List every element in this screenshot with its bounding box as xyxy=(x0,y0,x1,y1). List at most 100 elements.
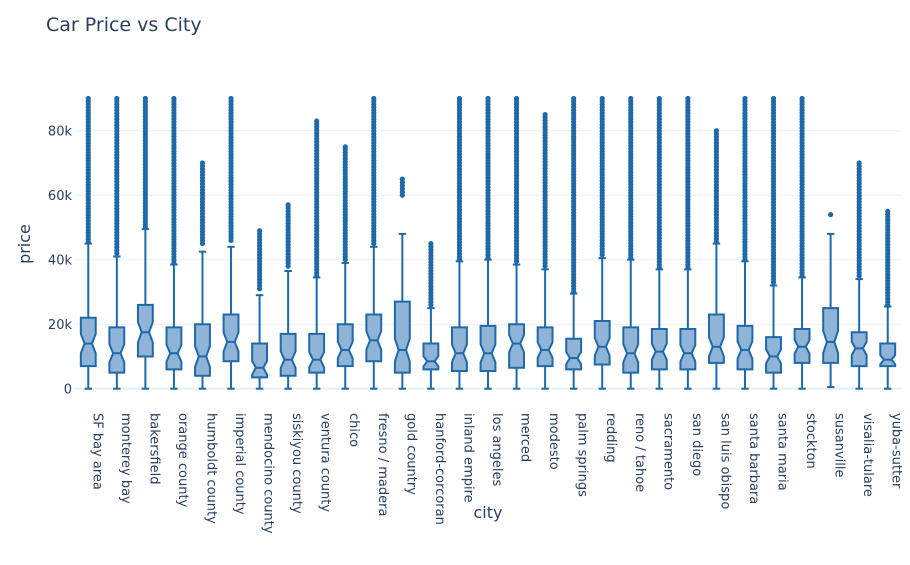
box-mendocino-county xyxy=(251,228,269,390)
outlier-points xyxy=(456,95,463,263)
box-imperial-county xyxy=(222,95,240,390)
outlier-point xyxy=(256,228,263,234)
outlier-points xyxy=(256,228,263,292)
outlier-point xyxy=(685,95,691,102)
x-tick-label: chico xyxy=(346,413,361,447)
box-body xyxy=(165,326,183,371)
chart-title: Car Price vs City xyxy=(46,14,202,36)
x-tick-label: susanville xyxy=(832,413,847,478)
outlier-point xyxy=(428,240,434,247)
box-santa-barbara xyxy=(736,95,754,390)
outlier-points xyxy=(856,160,862,279)
outlier-points xyxy=(628,95,634,261)
x-tick-label: mendocino county xyxy=(261,413,276,534)
box-body xyxy=(879,342,897,368)
outlier-point xyxy=(114,95,120,102)
outlier-point xyxy=(342,144,348,150)
outlier-point xyxy=(713,128,720,134)
outlier-points xyxy=(599,95,605,258)
box-body xyxy=(536,326,554,368)
box-monterey-bay xyxy=(108,95,126,390)
box-body xyxy=(765,336,782,374)
outlier-point xyxy=(571,95,577,102)
box-humboldt-county xyxy=(194,160,211,390)
box-body xyxy=(422,342,440,371)
x-tick-label: visalia-tulare xyxy=(860,413,875,497)
box-orange-county xyxy=(165,95,183,390)
box-sf-bay-area xyxy=(79,95,97,390)
x-tick-label: bakersfield xyxy=(146,413,161,484)
box-santa-maria xyxy=(765,95,782,390)
box-body xyxy=(508,323,525,369)
outlier-points xyxy=(713,128,720,245)
box-hanford-corcoran xyxy=(422,240,440,390)
x-tick-label: redding xyxy=(603,413,618,463)
box-fresno-madera xyxy=(365,95,383,390)
box-body xyxy=(279,332,297,377)
box-reno-tahoe xyxy=(622,95,640,390)
box-body xyxy=(565,337,583,371)
box-body xyxy=(222,313,240,363)
x-tick-label: gold country xyxy=(403,413,418,495)
outlier-points xyxy=(428,240,434,308)
y-tick-label: 20k xyxy=(48,318,73,333)
outlier-points xyxy=(142,95,148,231)
outlier-point xyxy=(799,95,805,102)
outlier-point xyxy=(314,118,320,124)
outlier-points xyxy=(799,95,805,279)
outlier-points xyxy=(571,95,577,295)
outlier-point xyxy=(742,95,748,102)
outlier-point xyxy=(542,111,548,118)
outlier-point xyxy=(171,95,177,102)
x-tick-label: SF bay area xyxy=(89,413,104,490)
outlier-points xyxy=(685,95,691,271)
outlier-points xyxy=(399,176,405,198)
box-yuba-sutter xyxy=(879,208,897,390)
x-tick-label: monterey bay xyxy=(118,413,133,504)
outlier-points xyxy=(114,95,120,256)
box-body xyxy=(451,326,468,372)
outlier-point xyxy=(885,208,891,214)
x-tick-label: santa barbara xyxy=(746,413,761,504)
x-tick-label: san diego xyxy=(689,413,704,476)
box-redding xyxy=(593,95,611,390)
box-modesto xyxy=(536,111,554,390)
x-tick-label: ventura county xyxy=(318,413,333,512)
box-body xyxy=(593,319,611,366)
outlier-point xyxy=(142,95,148,102)
outlier-point xyxy=(199,160,206,166)
box-body xyxy=(650,328,668,371)
outlier-points xyxy=(485,95,491,261)
box-body xyxy=(479,324,497,372)
box-body xyxy=(108,326,126,374)
box-body xyxy=(336,323,354,368)
x-tick-label: san luis obispo xyxy=(717,413,732,509)
box-los-angeles xyxy=(479,95,497,390)
box-body xyxy=(251,342,269,379)
box-body xyxy=(679,328,697,371)
outlier-points xyxy=(770,95,777,285)
box-body xyxy=(622,326,640,374)
box-merced xyxy=(508,95,525,390)
outlier-point xyxy=(285,202,291,208)
y-tick-label: 80k xyxy=(48,125,73,140)
outlier-points xyxy=(85,95,91,245)
x-tick-label: humboldt county xyxy=(203,413,218,524)
y-tick-label: 40k xyxy=(48,254,73,269)
box-gold-country xyxy=(393,176,411,390)
box-stockton xyxy=(793,95,811,390)
box-body xyxy=(194,323,211,377)
x-tick-label: siskiyou county xyxy=(289,413,304,514)
outlier-point xyxy=(628,95,634,102)
outlier-points xyxy=(342,144,348,263)
x-tick-label: modesto xyxy=(546,413,561,470)
outlier-points xyxy=(171,95,177,266)
box-chico xyxy=(336,144,354,390)
box-inland-empire xyxy=(451,95,468,390)
outlier-point xyxy=(485,95,491,102)
y-tick-label: 60k xyxy=(48,189,73,204)
box-visalia-tulare xyxy=(850,160,868,390)
x-tick-label: los angeles xyxy=(489,413,504,487)
outlier-points xyxy=(199,160,206,247)
